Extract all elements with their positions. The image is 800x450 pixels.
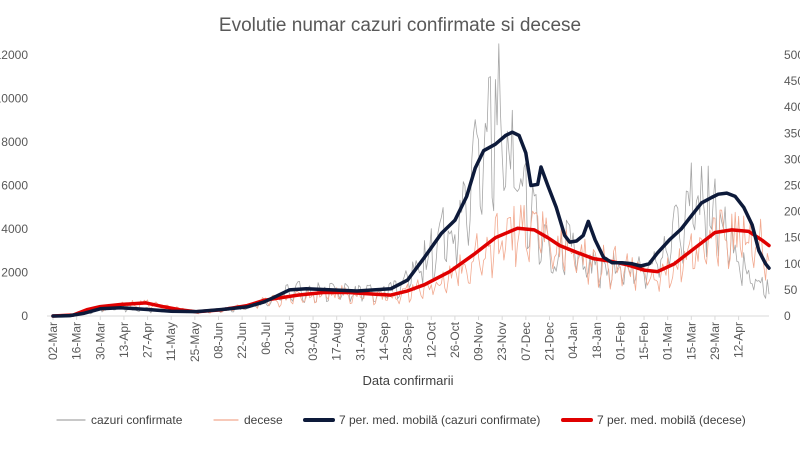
left-tick-label: 6000	[1, 179, 28, 193]
x-tick-label: 11-May	[164, 322, 178, 361]
x-tick-label: 15-Mar	[684, 322, 698, 360]
x-tick-label: 18-Jan	[590, 322, 604, 359]
x-tick-label: 01-Mar	[661, 322, 675, 360]
x-axis-title: Data confirmarii	[362, 373, 453, 388]
x-tick-label: 31-Aug	[353, 322, 367, 361]
x-tick-label: 30-Mar	[93, 322, 107, 360]
right-tick-label: 500	[784, 48, 800, 62]
x-tick-label: 28-Sep	[401, 322, 415, 361]
left-tick-label: 0	[21, 309, 28, 323]
left-tick-label: 2000	[1, 266, 28, 280]
right-tick-label: 450	[784, 74, 800, 88]
x-tick-label: 12-Apr	[732, 322, 746, 358]
right-tick-label: 100	[784, 257, 800, 271]
left-tick-label: 8000	[1, 135, 28, 149]
x-tick-label: 04-Jan	[566, 322, 580, 359]
x-axis-ticks: 02-Mar 16-Mar 30-Mar 13-Apr 27-Apr 11-May 25-M…	[46, 316, 746, 362]
right-tick-label: 300	[784, 152, 800, 166]
right-axis-ticks: 0 50 100 150 200 250 300 350 400 450 500	[784, 48, 800, 323]
x-tick-label: 29-Mar	[708, 322, 722, 360]
x-tick-label: 12-Oct	[424, 321, 438, 358]
left-axis-ticks: 0 2000 4000 6000 8000 10000 12000	[0, 48, 28, 323]
series-line-3	[51, 226, 771, 318]
x-tick-label: 09-Nov	[472, 322, 486, 361]
x-tick-label: 06-Jul	[259, 322, 273, 355]
right-tick-label: 150	[784, 231, 800, 245]
series-line-2	[51, 130, 771, 318]
left-tick-label: 10000	[0, 92, 28, 106]
x-tick-label: 25-May	[188, 322, 202, 362]
chart-title: Evolutie numar cazuri confirmate si dece…	[219, 15, 581, 36]
x-tick-label: 26-Oct	[448, 321, 462, 358]
right-tick-label: 250	[784, 179, 800, 193]
legend: cazuri confirmate decese 7 per. med. mobil…	[56, 413, 746, 427]
left-tick-label: 12000	[0, 48, 28, 62]
x-tick-label: 03-Aug	[306, 322, 320, 361]
legend-label-1: decese	[244, 413, 283, 427]
x-tick-label: 21-Dec	[542, 322, 556, 361]
x-tick-label: 07-Dec	[519, 322, 533, 361]
x-tick-label: 22-Jun	[235, 322, 249, 359]
legend-label-3: 7 per. med. mobilă (decese)	[597, 413, 746, 427]
x-tick-label: 14-Sep	[377, 322, 391, 361]
left-tick-label: 4000	[1, 222, 28, 236]
x-tick-label: 15-Feb	[637, 322, 651, 360]
legend-label-2: 7 per. med. mobilă (cazuri confirmate)	[339, 413, 540, 427]
legend-label-0: cazuri confirmate	[91, 413, 183, 427]
series-layer	[51, 43, 771, 318]
x-tick-label: 23-Nov	[495, 322, 509, 361]
x-tick-label: 13-Apr	[117, 322, 131, 358]
right-tick-label: 400	[784, 100, 800, 114]
x-tick-label: 02-Mar	[46, 322, 60, 360]
x-tick-label: 08-Jun	[211, 322, 225, 359]
x-tick-label: 17-Aug	[330, 322, 344, 361]
right-tick-label: 350	[784, 126, 800, 140]
right-tick-label: 0	[784, 309, 791, 323]
series-line-1	[52, 204, 770, 317]
x-tick-label: 01-Feb	[613, 322, 627, 360]
right-tick-label: 50	[784, 283, 798, 297]
x-tick-label: 20-Jul	[282, 322, 296, 355]
right-tick-label: 200	[784, 205, 800, 219]
x-tick-label: 27-Apr	[141, 322, 155, 358]
x-tick-label: 16-Mar	[70, 322, 84, 360]
